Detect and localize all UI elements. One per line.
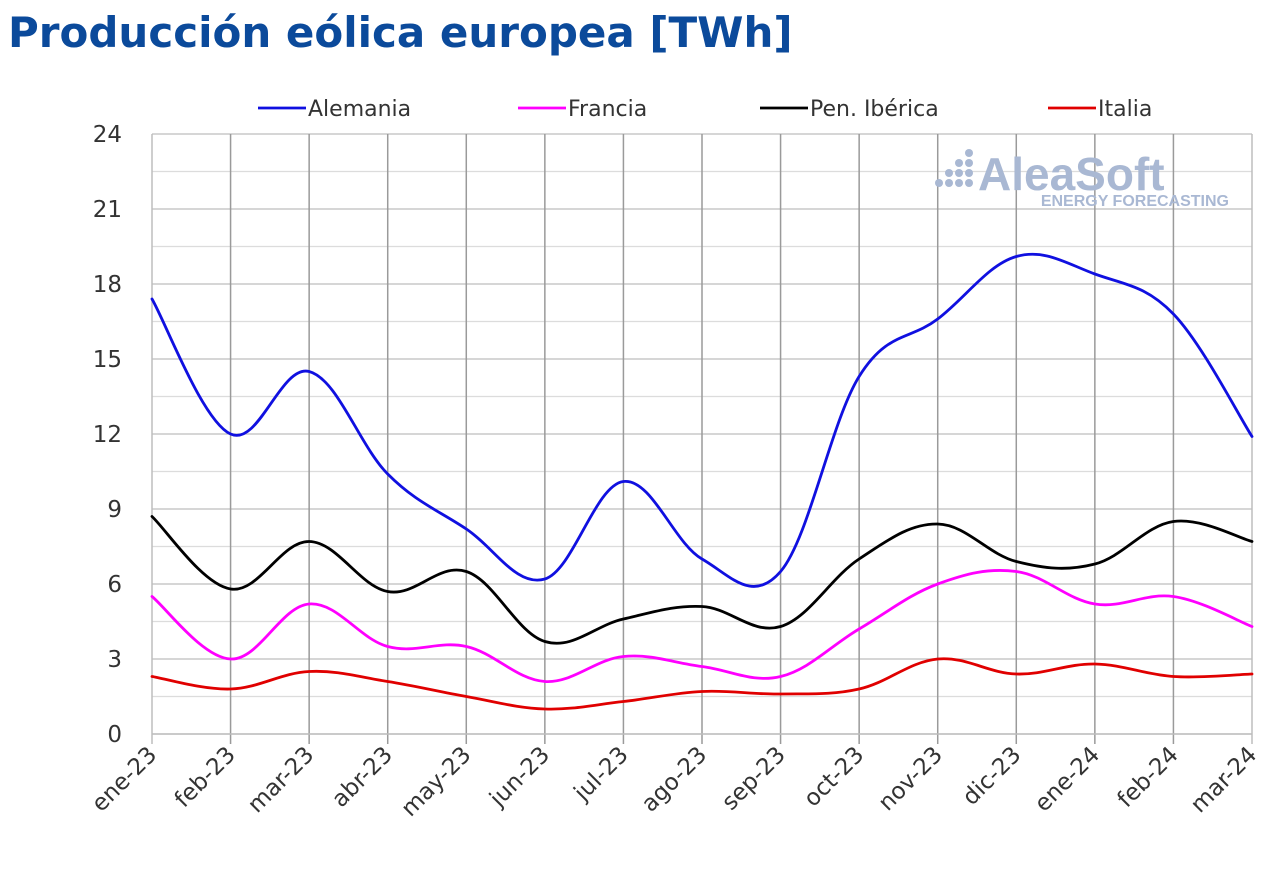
x-tick-label: jun-23 [484,742,555,813]
x-tick-label: ago-23 [637,742,712,817]
y-tick-label: 3 [107,647,122,673]
y-tick-label: 15 [93,347,122,373]
watermark-brand: AleaSoft [978,148,1165,200]
chart-title: Producción eólica europea [TWh] [8,8,793,57]
x-tick-label: ene-24 [1030,742,1105,817]
y-axis-ticks: 0 3 6 9 12 15 18 21 24 [93,122,122,748]
y-tick-label: 12 [93,422,122,448]
y-tick-label: 0 [107,722,122,748]
legend-label-alemania: Alemania [308,97,411,122]
x-tick-label: feb-24 [1113,742,1184,813]
series-lines [150,252,1254,711]
x-tick-label: feb-23 [170,742,241,813]
y-tick-label: 21 [93,197,122,223]
series-line-alemania [150,252,1254,588]
aleasoft-watermark: AleaSoft ENERGY FORECASTING [935,148,1229,210]
grid [151,133,1253,744]
series-line-italia [150,657,1254,711]
x-tick-label: abr-23 [327,742,398,813]
x-tick-label: may-23 [396,742,476,822]
y-tick-label: 18 [93,272,122,298]
legend-label-francia: Francia [568,97,647,122]
aleasoft-logo-dots-icon [935,149,973,187]
x-tick-label: mar-24 [1186,742,1262,818]
y-tick-label: 9 [107,497,122,523]
legend-label-italia: Italia [1098,97,1152,122]
legend-label-pen-ib-rica: Pen. Ibérica [810,97,939,122]
x-tick-label: oct-23 [799,742,869,812]
x-tick-label: sep-23 [717,742,791,816]
y-tick-label: 6 [107,572,122,598]
series-line-pen-ib-rica [150,515,1254,645]
series-line-francia [150,569,1254,683]
legend: Alemania Francia Pen. Ibérica Italia [258,97,1152,122]
y-tick-label: 24 [93,122,122,148]
x-tick-label: jul-23 [569,742,634,807]
x-tick-label: ene-23 [87,742,162,817]
watermark-tagline: ENERGY FORECASTING [1041,193,1229,210]
x-tick-label: mar-23 [243,742,319,818]
x-tick-label: nov-23 [874,742,948,816]
x-tick-label: dic-23 [958,742,1027,811]
